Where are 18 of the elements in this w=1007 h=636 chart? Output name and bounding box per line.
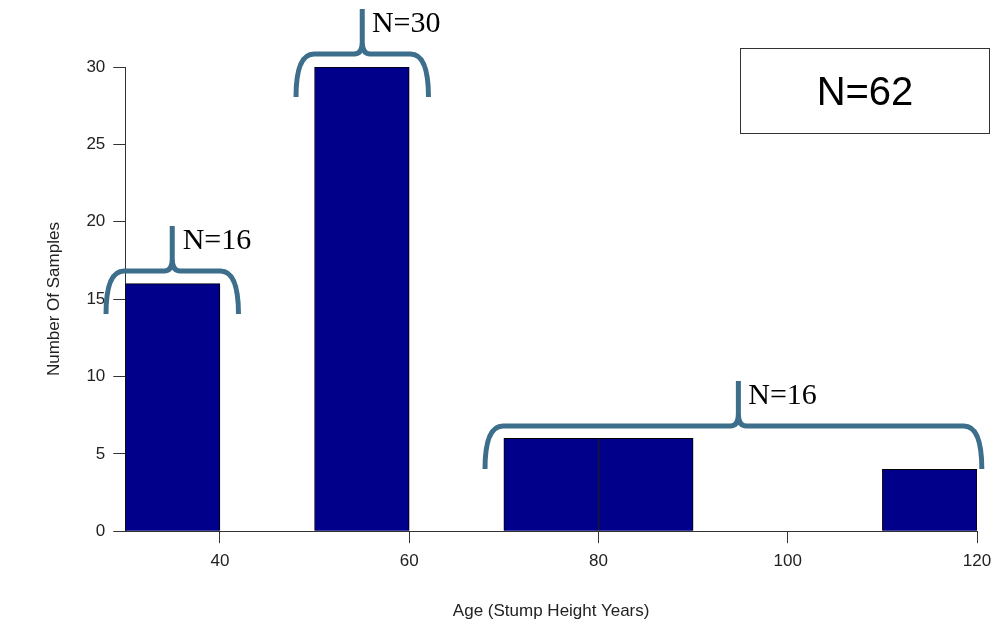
y-tick-label: 15 — [86, 288, 106, 308]
x-tick-label: 60 — [399, 551, 419, 571]
y-tick-label: 0 — [95, 520, 106, 540]
y-axis-title: Number Of Samples — [43, 222, 63, 377]
y-tick-label: 5 — [95, 443, 106, 463]
annotation: N=30 — [371, 5, 441, 39]
x-tick-label: 40 — [210, 551, 230, 571]
annotation: N=62 — [740, 48, 990, 134]
y-tick-label: 10 — [86, 366, 106, 386]
x-axis-title: Age (Stump Height Years) — [452, 601, 650, 621]
annotation: N=16 — [748, 377, 817, 412]
y-tick-label: 20 — [86, 211, 106, 231]
x-tick-label: 80 — [589, 551, 608, 571]
y-tick-label: 25 — [86, 134, 106, 154]
y-tick-label: 30 — [86, 56, 106, 76]
x-tick-label: 100 — [773, 551, 802, 571]
x-tick-label: 120 — [962, 551, 992, 571]
annotation: N=16 — [182, 221, 252, 256]
